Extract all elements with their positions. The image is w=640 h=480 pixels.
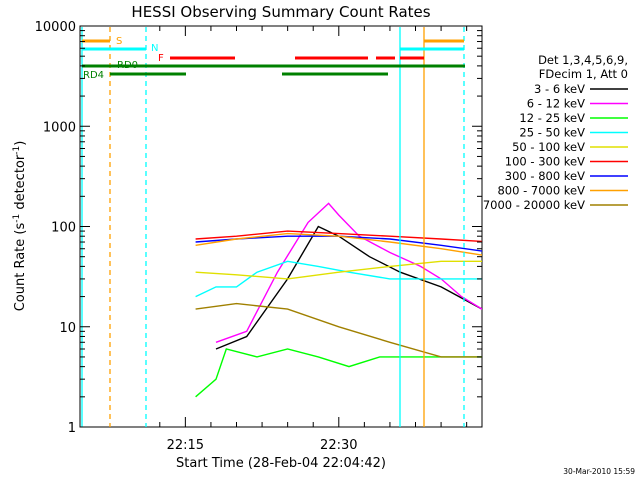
series-layer: [195, 202, 482, 398]
y-tick-label-3: 1000: [43, 120, 76, 135]
series-line-8: [195, 302, 482, 358]
y-axis-label-end: ): [13, 141, 28, 146]
legend-label-5: 100 - 300 keV: [505, 155, 585, 169]
legend-label-1: 6 - 12 keV: [527, 97, 585, 111]
y-tick-label-2: 100: [51, 221, 76, 236]
series-line-1: [215, 202, 482, 343]
timestamp: 30-Mar-2010 15:59: [563, 467, 635, 476]
legend-header-line-2: FDecim 1, Att 0: [539, 67, 628, 81]
series-line-7: [195, 232, 482, 256]
series-line-5: [195, 230, 482, 243]
legend-label-7: 800 - 7000 keV: [497, 184, 585, 198]
plot-frame: [79, 25, 483, 428]
chart-title: HESSI Observing Summary Count Rates: [131, 3, 430, 21]
series-line-2: [195, 348, 482, 398]
event-markers: [81, 27, 465, 427]
x-tick-label-1: 22:30: [320, 438, 357, 453]
flag-label-3: RD0: [117, 60, 138, 71]
legend-label-3: 25 - 50 keV: [519, 126, 585, 140]
legend-label-0: 3 - 6 keV: [534, 82, 585, 96]
plot-area: S NF RD0 RD4 22:15 22:30 1 10 100 1000 10000: [35, 20, 483, 453]
legend-label-4: 50 - 100 keV: [512, 140, 585, 154]
flag-label-2: F: [158, 53, 164, 64]
legend: Det 1,3,4,5,6,9, FDecim 1, Att 0 3 - 6 k…: [483, 53, 628, 212]
flag-label-1: N: [151, 43, 158, 54]
y-axis-label-mid: detector: [13, 154, 28, 214]
x-tick-label-0: 22:15: [167, 438, 204, 453]
series-line-6: [195, 235, 482, 252]
legend-label-6: 300 - 800 keV: [505, 169, 585, 183]
y-axis-label: Count Rate (s-1 detector-1): [12, 141, 28, 312]
x-axis-label: Start Time (28-Feb-04 22:04:42): [176, 456, 386, 471]
axis-ticks: 22:15 22:30 1 10 100 1000 10000: [35, 20, 482, 453]
y-axis-label-sup2: -1: [12, 146, 22, 155]
series-line-4: [195, 260, 482, 280]
series-line-3: [195, 260, 482, 298]
flag-label-0: S: [116, 36, 122, 47]
series-line-0: [215, 225, 482, 350]
flag-bars: S NF RD0 RD4: [82, 36, 465, 81]
y-axis-label-sup1: -1: [12, 214, 22, 223]
y-axis-label-base: Count Rate (s: [13, 223, 28, 312]
legend-label-8: 7000 - 20000 keV: [483, 198, 585, 212]
y-tick-label-0: 1: [68, 421, 76, 436]
flag-label-4: RD4: [83, 70, 104, 81]
y-tick-label-4: 10000: [35, 20, 76, 35]
legend-header-line-1: Det 1,3,4,5,6,9,: [538, 53, 628, 67]
legend-label-2: 12 - 25 keV: [519, 111, 585, 125]
y-tick-label-1: 10: [59, 321, 76, 336]
